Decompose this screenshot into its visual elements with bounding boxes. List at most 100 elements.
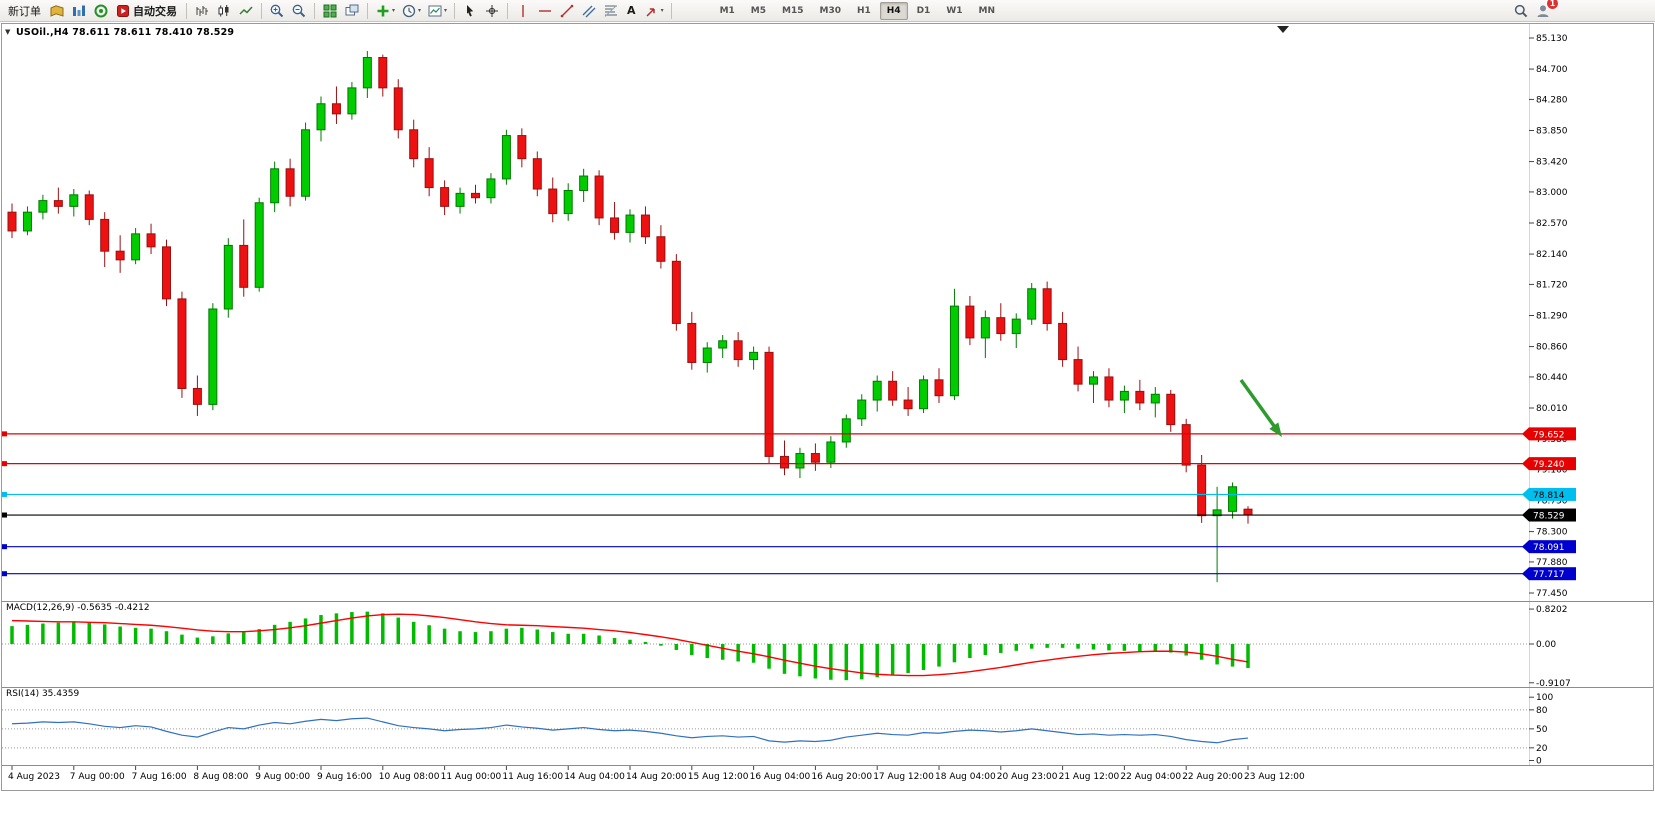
cursor-button[interactable] bbox=[460, 1, 480, 21]
svg-text:80: 80 bbox=[1536, 706, 1548, 716]
chart-menu-icon[interactable]: ▼ bbox=[5, 28, 11, 36]
arrows-button[interactable]: ▾ bbox=[642, 1, 666, 21]
svg-text:81.720: 81.720 bbox=[1536, 280, 1568, 290]
svg-text:22 Aug 20:00: 22 Aug 20:00 bbox=[1182, 772, 1243, 782]
macd-panel[interactable] bbox=[0, 602, 1530, 687]
periods-button[interactable]: ▾ bbox=[399, 1, 423, 21]
toolbar-separator bbox=[454, 2, 456, 19]
indicators-button[interactable]: ▾ bbox=[373, 1, 397, 21]
svg-text:81.290: 81.290 bbox=[1536, 312, 1568, 322]
timeframe-h1-button[interactable]: H1 bbox=[856, 5, 871, 16]
chart-shift-icon bbox=[1277, 26, 1289, 33]
candlestick-chart-icon bbox=[216, 3, 232, 19]
vertical-line-button[interactable] bbox=[513, 1, 533, 21]
svg-text:10 Aug 08:00: 10 Aug 08:00 bbox=[379, 772, 440, 782]
templates-button[interactable]: ▾ bbox=[425, 1, 449, 21]
svg-text:84.280: 84.280 bbox=[1536, 95, 1568, 105]
svg-text:0.00: 0.00 bbox=[1536, 640, 1556, 650]
navigator-button[interactable] bbox=[91, 1, 111, 21]
toolbar-separator bbox=[261, 2, 262, 19]
indicators-icon bbox=[375, 3, 391, 19]
main-chart-panel[interactable] bbox=[0, 24, 1530, 601]
svg-text:22 Aug 04:00: 22 Aug 04:00 bbox=[1120, 772, 1181, 782]
notification-badge[interactable]: 1 bbox=[1546, 0, 1559, 10]
timeframe-h4-button[interactable]: H4 bbox=[879, 1, 908, 20]
svg-text:9 Aug 00:00: 9 Aug 00:00 bbox=[255, 772, 310, 782]
timeframe-m5-button[interactable]: M5 bbox=[750, 5, 767, 16]
toolbar-separator bbox=[670, 2, 672, 19]
time-axis[interactable] bbox=[0, 766, 1655, 790]
svg-text:78.529: 78.529 bbox=[1533, 512, 1565, 522]
vertical-line-icon bbox=[515, 3, 531, 19]
autotrading-label: 自动交易 bbox=[133, 4, 177, 18]
profiles-icon bbox=[49, 3, 65, 19]
price-axis[interactable] bbox=[1530, 24, 1655, 766]
svg-text:16 Aug 04:00: 16 Aug 04:00 bbox=[750, 772, 811, 782]
channel-button[interactable] bbox=[579, 1, 599, 21]
line-chart-button[interactable] bbox=[236, 1, 256, 21]
svg-text:8 Aug 08:00: 8 Aug 08:00 bbox=[193, 772, 248, 782]
svg-text:83.850: 83.850 bbox=[1536, 127, 1568, 137]
fibonacci-button[interactable] bbox=[601, 1, 621, 21]
horizontal-line-button[interactable] bbox=[535, 1, 555, 21]
svg-text:0.8202: 0.8202 bbox=[1536, 605, 1568, 615]
templates-icon bbox=[427, 3, 443, 19]
zoom-out-button[interactable] bbox=[289, 1, 309, 21]
svg-text:78.300: 78.300 bbox=[1536, 528, 1568, 538]
crosshair-icon bbox=[484, 3, 500, 19]
market-watch-button[interactable] bbox=[69, 1, 89, 21]
tile-windows-button[interactable] bbox=[320, 1, 340, 21]
svg-text:80.440: 80.440 bbox=[1536, 373, 1568, 383]
svg-text:15 Aug 12:00: 15 Aug 12:00 bbox=[688, 772, 749, 782]
svg-text:79.240: 79.240 bbox=[1533, 460, 1565, 470]
timeframe-m1-button[interactable]: M1 bbox=[719, 5, 735, 16]
profiles-button[interactable] bbox=[47, 1, 67, 21]
svg-text:-0.9107: -0.9107 bbox=[1536, 679, 1571, 689]
timeframe-group: M1 M5 M15 M30 H1 H4 D1 W1 MN bbox=[712, 1, 1003, 20]
timeframe-mn-button[interactable]: MN bbox=[978, 5, 996, 16]
new-order-label: 新订单 bbox=[8, 4, 41, 18]
autotrading-button[interactable]: 自动交易 bbox=[113, 1, 181, 21]
svg-text:23 Aug 12:00: 23 Aug 12:00 bbox=[1244, 772, 1305, 782]
candlestick-chart-button[interactable] bbox=[214, 1, 234, 21]
toolbar-right-group: 1 bbox=[1510, 0, 1559, 21]
zoom-in-icon bbox=[269, 3, 285, 19]
toolbar-separator bbox=[507, 2, 509, 19]
svg-text:17 Aug 12:00: 17 Aug 12:00 bbox=[873, 772, 934, 782]
search-button[interactable] bbox=[1511, 1, 1531, 21]
svg-text:79.652: 79.652 bbox=[1533, 430, 1565, 440]
cursor-icon bbox=[462, 3, 478, 19]
bars-chart-button[interactable] bbox=[192, 1, 212, 21]
timeframe-d1-button[interactable]: D1 bbox=[916, 5, 931, 16]
svg-text:82.140: 82.140 bbox=[1536, 250, 1568, 260]
market-watch-icon bbox=[71, 3, 87, 19]
crosshair-button[interactable] bbox=[482, 1, 502, 21]
svg-text:21 Aug 12:00: 21 Aug 12:00 bbox=[1059, 772, 1120, 782]
navigator-icon bbox=[93, 3, 109, 19]
svg-text:0: 0 bbox=[1536, 757, 1542, 767]
svg-text:7 Aug 16:00: 7 Aug 16:00 bbox=[132, 772, 187, 782]
timeframe-w1-button[interactable]: W1 bbox=[946, 5, 963, 16]
new-order-button[interactable]: 新订单 bbox=[4, 1, 45, 21]
svg-text:20 Aug 23:00: 20 Aug 23:00 bbox=[997, 772, 1058, 782]
svg-text:80.010: 80.010 bbox=[1536, 404, 1568, 414]
timeframe-m15-button[interactable]: M15 bbox=[782, 5, 804, 16]
chevron-down-icon: ▾ bbox=[444, 6, 448, 14]
svg-text:18 Aug 04:00: 18 Aug 04:00 bbox=[935, 772, 996, 782]
timeframe-m30-button[interactable]: M30 bbox=[819, 5, 841, 16]
profile-button[interactable]: 1 bbox=[1533, 0, 1559, 21]
cascade-windows-button[interactable] bbox=[342, 1, 362, 21]
svg-text:80.860: 80.860 bbox=[1536, 343, 1568, 353]
text-button[interactable]: A bbox=[623, 1, 640, 21]
zoom-in-button[interactable] bbox=[267, 1, 287, 21]
periods-icon bbox=[401, 3, 417, 19]
trendline-icon bbox=[559, 3, 575, 19]
svg-text:84.700: 84.700 bbox=[1536, 65, 1568, 75]
trendline-button[interactable] bbox=[557, 1, 577, 21]
horizontal-line-icon bbox=[537, 3, 553, 19]
svg-text:50: 50 bbox=[1536, 725, 1548, 735]
rsi-panel[interactable] bbox=[0, 688, 1530, 766]
chevron-down-icon: ▾ bbox=[418, 6, 422, 14]
